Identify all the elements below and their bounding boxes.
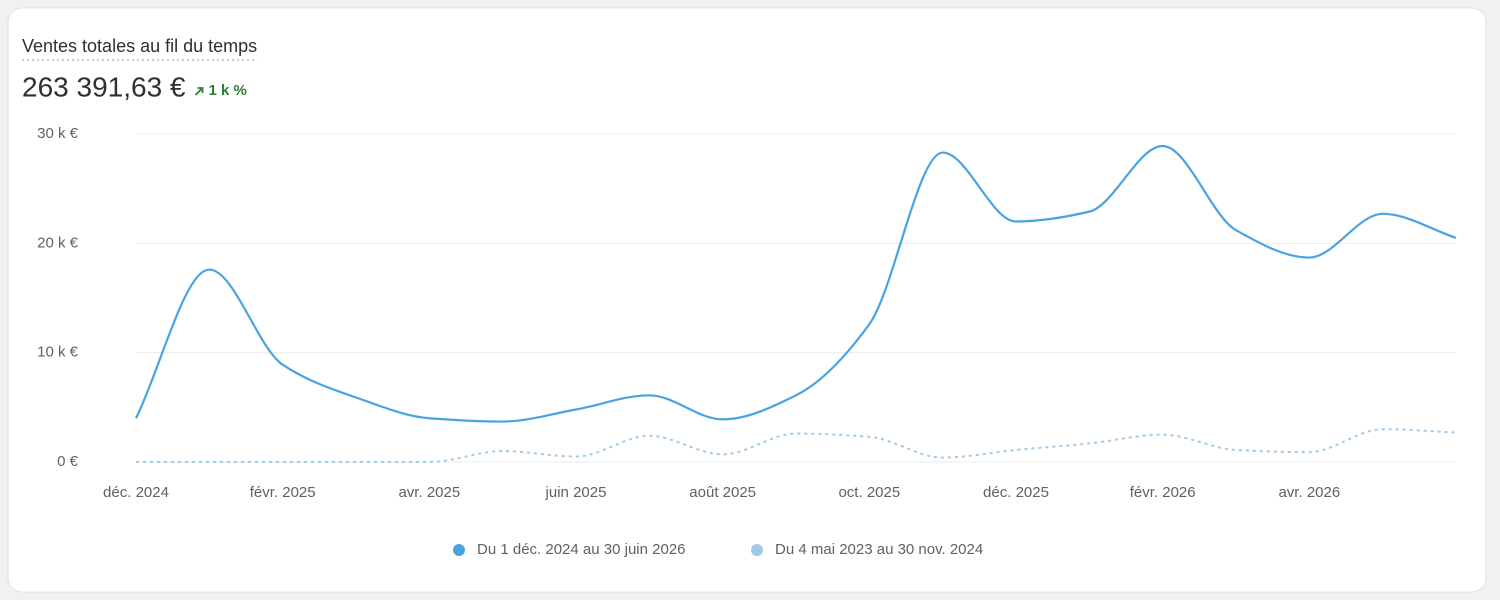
- y-tick-label: 10 k €: [37, 344, 79, 361]
- x-tick-label: oct. 2025: [838, 484, 900, 501]
- chart-title: Ventes totales au fil du temps: [22, 36, 257, 56]
- legend-label: Du 4 mai 2023 au 30 nov. 2024: [775, 541, 983, 558]
- legend-marker: [453, 544, 465, 556]
- y-tick-label: 0 €: [57, 453, 79, 470]
- legend-label: Du 1 déc. 2024 au 30 juin 2026: [477, 541, 686, 558]
- x-tick-label: déc. 2025: [983, 484, 1049, 501]
- series-line: [135, 144, 1457, 423]
- y-tick-label: 30 k €: [37, 125, 79, 142]
- change-arrow: [194, 87, 204, 96]
- x-tick-label: févr. 2025: [250, 484, 316, 501]
- y-tick-label: 20 k €: [37, 234, 79, 251]
- x-tick-label: avr. 2026: [1278, 484, 1340, 501]
- card: [7, 7, 1487, 593]
- x-tick-label: déc. 2024: [103, 484, 169, 501]
- x-tick-label: juin 2025: [545, 484, 607, 501]
- change-value: 1 k %: [209, 82, 247, 99]
- x-tick-label: août 2025: [689, 484, 756, 501]
- legend-marker: [751, 544, 763, 556]
- x-tick-label: avr. 2025: [398, 484, 460, 501]
- total-value: 263 391,63 €: [22, 71, 186, 102]
- x-tick-label: févr. 2026: [1130, 484, 1196, 501]
